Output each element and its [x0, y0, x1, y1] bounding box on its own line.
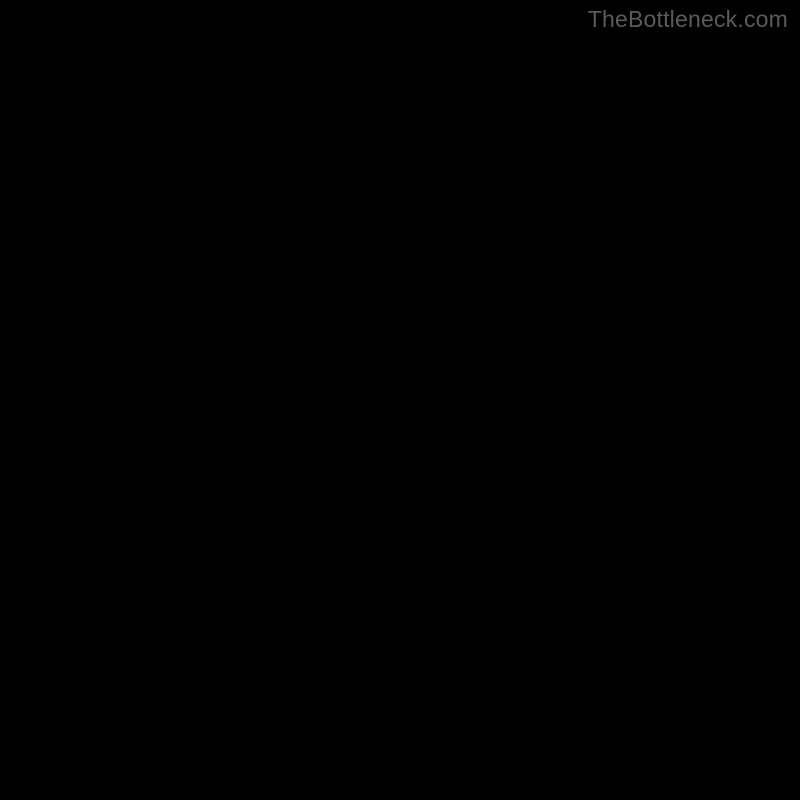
chart-container: TheBottleneck.com	[0, 0, 800, 800]
crosshair-vertical	[43, 37, 44, 755]
heatmap-canvas	[43, 37, 757, 755]
watermark-label: TheBottleneck.com	[588, 6, 788, 33]
plot-area	[43, 37, 757, 755]
